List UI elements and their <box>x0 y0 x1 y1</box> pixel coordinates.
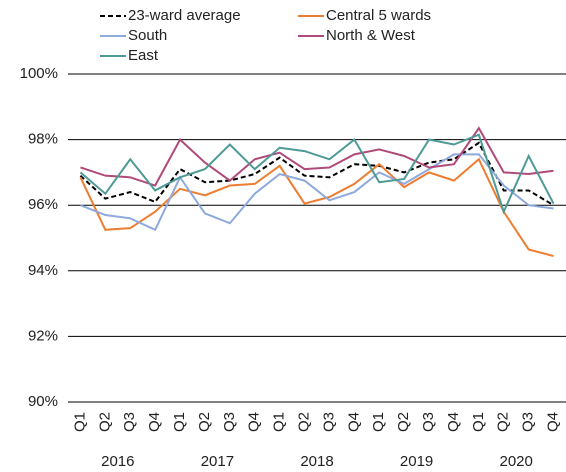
legend-label: East <box>128 47 159 64</box>
series-line <box>79 141 555 207</box>
series-line <box>79 133 555 215</box>
y-tick-label: 100% <box>20 65 58 82</box>
x-tick-label: Q2 <box>196 412 213 432</box>
y-tick-label: 96% <box>28 196 58 213</box>
series-line <box>80 153 554 232</box>
x-tick-label: Q1 <box>71 412 88 432</box>
x-tick-label: Q4 <box>246 412 263 432</box>
legend-label: Central 5 wards <box>326 7 431 24</box>
legend-label: 23-ward average <box>128 7 241 24</box>
year-label: 2020 <box>500 453 533 470</box>
x-tick-label: Q1 <box>271 412 288 432</box>
x-tick-label: Q3 <box>520 412 537 432</box>
x-tick-label: Q3 <box>420 412 437 432</box>
x-tick-label: Q3 <box>221 412 238 432</box>
x-tick-label: Q1 <box>370 412 387 432</box>
y-tick-label: 92% <box>28 327 58 344</box>
y-tick-label: 98% <box>28 131 58 148</box>
x-tick-label: Q3 <box>320 412 337 432</box>
x-tick-label: Q2 <box>395 412 412 432</box>
x-tick-label: Q4 <box>545 412 562 432</box>
x-tick-label: Q2 <box>96 412 113 432</box>
legend-label: South <box>128 27 167 44</box>
x-tick-label: Q4 <box>445 412 462 432</box>
x-tick-label: Q2 <box>296 412 313 432</box>
x-tick-label: Q4 <box>146 412 163 432</box>
y-tick-label: 90% <box>28 393 58 410</box>
x-tick-label: Q1 <box>470 412 487 432</box>
year-label: 2017 <box>201 453 234 470</box>
year-label: 2016 <box>101 453 134 470</box>
x-tick-label: Q1 <box>171 412 188 432</box>
x-tick-label: Q2 <box>495 412 512 432</box>
legend-label: North & West <box>326 27 416 44</box>
series-line <box>80 126 554 187</box>
year-label: 2018 <box>300 453 333 470</box>
y-tick-label: 94% <box>28 262 58 279</box>
year-label: 2019 <box>400 453 433 470</box>
x-tick-label: Q3 <box>121 412 138 432</box>
x-tick-label: Q4 <box>345 412 362 432</box>
series-line <box>79 157 554 258</box>
